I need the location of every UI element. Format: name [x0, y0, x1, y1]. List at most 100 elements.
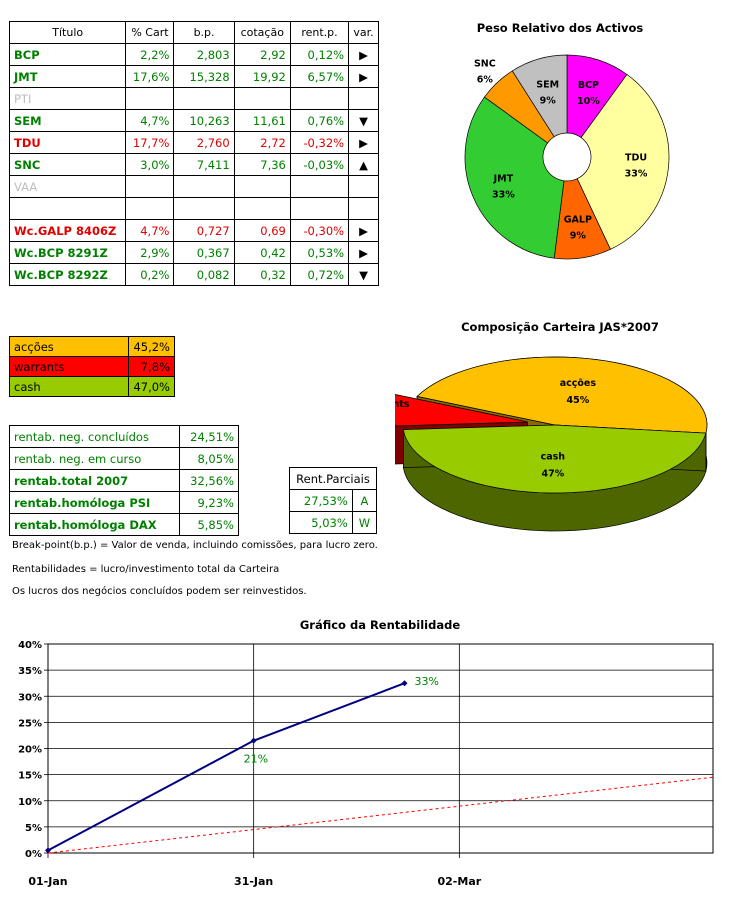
- cart-cell: 2,2%: [125, 43, 175, 66]
- portfolio-row: SNC 3,0% 7,411 7,36 -0,03% ▲: [8, 153, 379, 176]
- ticker-cell: SEM: [8, 109, 127, 132]
- data-label: 33%: [414, 675, 438, 688]
- cart-cell: [125, 175, 175, 198]
- allocation-label: acções: [9, 336, 129, 357]
- col-cart: % Cart: [125, 21, 175, 44]
- rent-cell: [289, 197, 350, 220]
- y-tick-label: 20%: [18, 745, 42, 756]
- rent-cell: [289, 87, 350, 110]
- rentab-value: 5,85%: [178, 513, 240, 536]
- y-tick-label: 10%: [18, 797, 42, 808]
- allocation-row: acções 45,2%: [9, 336, 175, 357]
- cotacao-cell: [233, 87, 291, 110]
- cart-cell: 4,7%: [125, 109, 175, 132]
- var-arrow-icon: ▼: [348, 109, 379, 132]
- pie1-slice-tdu: [576, 73, 670, 250]
- rentab-label: rentab. neg. concluídos: [9, 425, 180, 448]
- portfolio-row: Wc.GALP 8406Z 4,7% 0,727 0,69 -0,30% ▶: [8, 219, 379, 242]
- bp-cell: 2,760: [173, 131, 235, 154]
- allocation-value: 7,8%: [128, 356, 175, 377]
- data-label: 21%: [244, 753, 268, 766]
- y-tick-label: 40%: [18, 640, 42, 651]
- pie2-value-label: 47%: [541, 468, 564, 479]
- portfolio-row: [8, 197, 379, 220]
- y-tick-label: 35%: [18, 666, 42, 677]
- portfolio-row: PTI: [8, 87, 379, 110]
- cart-cell: 17,7%: [125, 131, 175, 154]
- pie1-label: GALP: [564, 215, 592, 226]
- var-arrow-icon: ▼: [348, 263, 379, 286]
- note-lucros: Os lucros dos negócios concluídos podem …: [12, 586, 307, 597]
- x-tick-label: 02-Mar: [438, 875, 482, 888]
- allocation-table: acções 45,2% warrants 7,8% cash 47,0%: [9, 336, 175, 397]
- allocation-value: 47,0%: [128, 376, 175, 397]
- pie1-slice-jmt: [464, 96, 565, 259]
- col-var: var.: [348, 21, 379, 44]
- pie1-label: SEM: [536, 79, 559, 90]
- rentab-value: 8,05%: [178, 447, 240, 470]
- cotacao-cell: 2,92: [233, 43, 291, 66]
- rentab-row: rentab. neg. em curso 8,05%: [9, 447, 240, 470]
- cotacao-cell: 0,32: [233, 263, 291, 286]
- rent-cell: [289, 175, 350, 198]
- pie1-value-label: 10%: [577, 96, 600, 107]
- bp-cell: 0,727: [173, 219, 235, 242]
- pie2-title: Composição Carteira JAS*2007: [461, 320, 659, 334]
- rentab-label: rentab. neg. em curso: [9, 447, 180, 470]
- ticker-cell: Wc.BCP 8292Z: [8, 263, 127, 286]
- bp-cell: [173, 175, 235, 198]
- rent-cell: 0,76%: [289, 109, 350, 132]
- ticker-cell: Wc.GALP 8406Z: [8, 219, 127, 242]
- portfolio-header-row: Título % Cart b.p. cotação rent.p. var.: [8, 21, 379, 44]
- portfolio-row: JMT 17,6% 15,328 19,92 6,57% ▶: [8, 65, 379, 88]
- rent-cell: -0,30%: [289, 219, 350, 242]
- pie2-value-label: 45%: [566, 395, 589, 406]
- var-arrow-icon: [348, 175, 379, 198]
- portfolio-row: VAA: [8, 175, 379, 198]
- var-arrow-icon: ▶: [348, 65, 379, 88]
- cotacao-cell: [233, 175, 291, 198]
- series-point: [250, 737, 257, 744]
- rentab-row: rentab.homóloga DAX 5,85%: [9, 513, 240, 536]
- pie1-value-label: 9%: [570, 231, 587, 242]
- pie1-value-label: 9%: [540, 95, 557, 106]
- pie1-label: TDU: [625, 153, 647, 164]
- y-tick-label: 25%: [18, 718, 42, 729]
- bp-cell: [173, 197, 235, 220]
- line-title: Gráfico da Rentabilidade: [299, 618, 461, 632]
- ticker-cell: VAA: [8, 175, 127, 198]
- pie1-value-label: 33%: [492, 190, 515, 201]
- var-arrow-icon: ▶: [348, 219, 379, 242]
- portfolio-row: Wc.BCP 8291Z 2,9% 0,367 0,42 0,53% ▶: [8, 241, 379, 264]
- allocation-label: cash: [9, 376, 129, 397]
- col-cotacao: cotação: [233, 21, 291, 44]
- rentab-label: rentab.homóloga PSI: [9, 491, 180, 514]
- allocation-label: warrants: [9, 356, 129, 377]
- ticker-cell: TDU: [8, 131, 127, 154]
- cotacao-cell: [233, 197, 291, 220]
- pie2-label: warrants: [395, 399, 410, 410]
- rentab-value: 32,56%: [178, 469, 240, 492]
- cotacao-cell: 2,72: [233, 131, 291, 154]
- var-arrow-icon: ▶: [348, 43, 379, 66]
- bp-cell: [173, 87, 235, 110]
- y-tick-label: 5%: [25, 823, 42, 834]
- ticker-cell: PTI: [8, 87, 127, 110]
- cart-cell: 3,0%: [125, 153, 175, 176]
- cart-cell: 0,2%: [125, 263, 175, 286]
- pie1-title: Peso Relativo dos Activos: [476, 21, 644, 35]
- cart-cell: 2,9%: [125, 241, 175, 264]
- rent-parcial-value: 27,53%: [289, 489, 353, 512]
- rentab-value: 24,51%: [178, 425, 240, 448]
- note-rentabilidades: Rentabilidades = lucro/investimento tota…: [12, 564, 280, 575]
- col-rent: rent.p.: [289, 21, 350, 44]
- rent-parciais-table: Rent.Parciais 27,53% A 5,03% W: [289, 467, 378, 534]
- ticker-cell: SNC: [8, 153, 127, 176]
- rent-cell: -0,32%: [289, 131, 350, 154]
- ticker-cell: JMT: [8, 65, 127, 88]
- rent-cell: 0,53%: [289, 241, 350, 264]
- series-point: [401, 680, 408, 687]
- rentab-label: rentab.total 2007: [9, 469, 180, 492]
- pie1-slice-sem: [511, 54, 568, 138]
